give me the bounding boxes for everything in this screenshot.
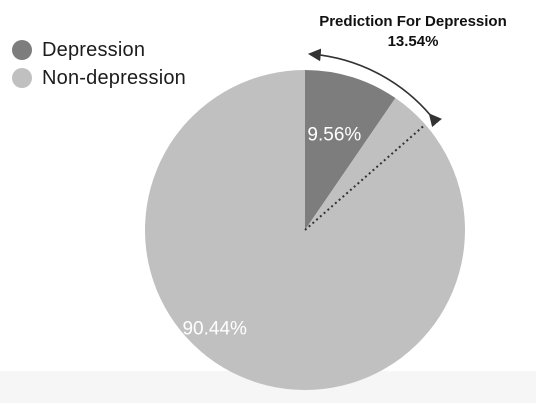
legend-swatch-non-depression — [12, 68, 32, 88]
annotation-title: Prediction For Depression — [319, 13, 507, 30]
pie-overlay — [304, 48, 442, 231]
legend-label-non-depression: Non-depression — [42, 66, 186, 89]
legend-label-depression: Depression — [42, 38, 146, 61]
legend-item-depression: Depression — [12, 36, 186, 64]
pie-data-labels: 9.56% 90.44% — [182, 124, 361, 339]
prediction-arrow — [307, 48, 442, 128]
data-label-depression: 9.56% — [307, 124, 361, 145]
prediction-annotation: Prediction For Depression 13.54% — [290, 12, 536, 52]
legend-item-non-depression: Non-depression — [12, 64, 186, 92]
legend-swatch-depression — [12, 40, 32, 60]
legend: Depression Non-depression — [12, 36, 186, 92]
data-label-non-depression: 90.44% — [182, 319, 247, 340]
prediction-boundary-line — [304, 123, 426, 231]
annotation-value: 13.54% — [387, 33, 439, 50]
